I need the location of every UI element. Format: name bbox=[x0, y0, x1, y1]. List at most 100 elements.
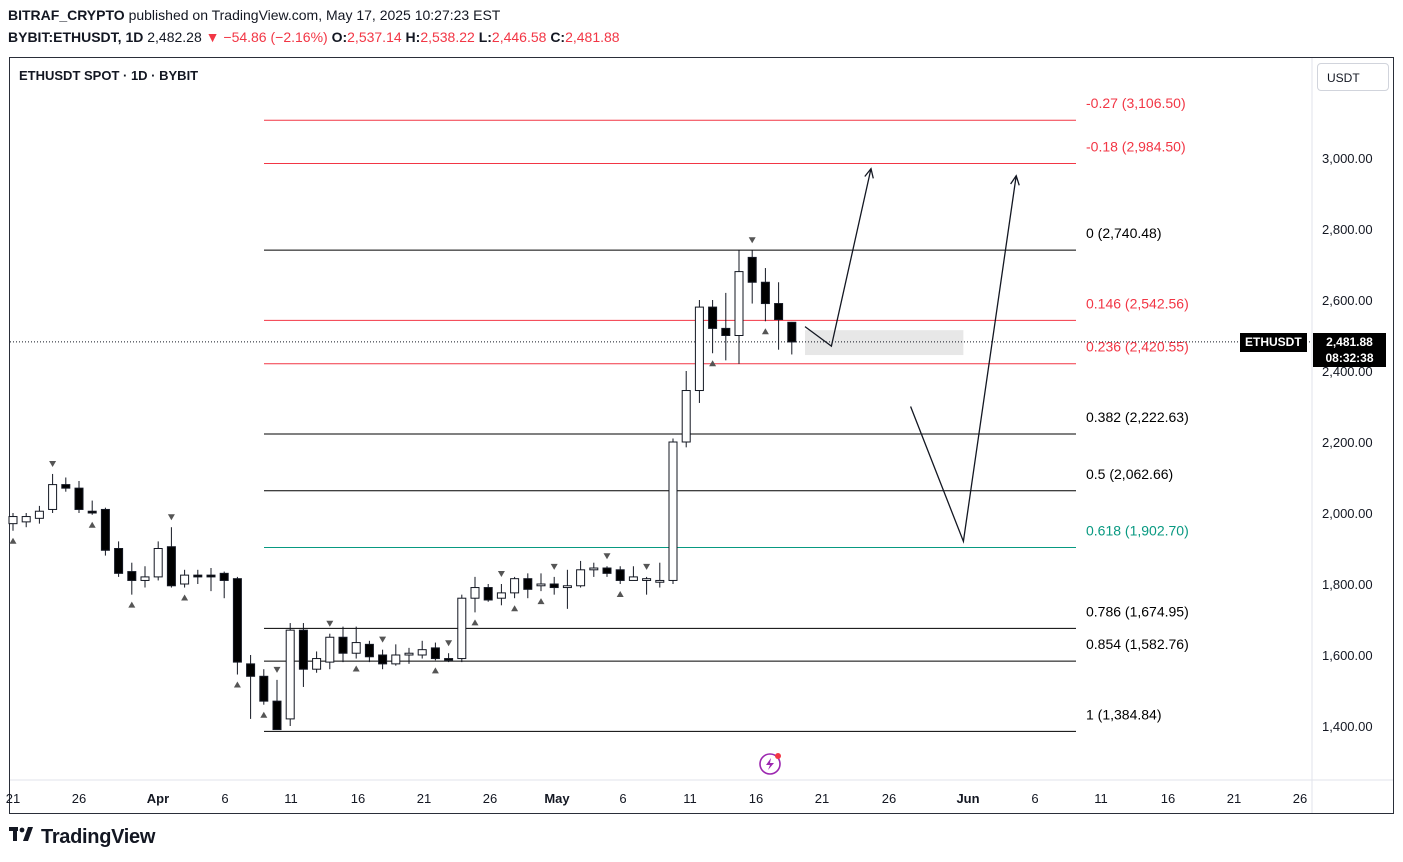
candle[interactable] bbox=[272, 700, 282, 731]
candle[interactable] bbox=[562, 585, 572, 589]
candle[interactable] bbox=[48, 484, 58, 510]
candle[interactable] bbox=[668, 441, 678, 581]
currency-button[interactable]: USDT bbox=[1317, 63, 1389, 91]
swing-high-marker bbox=[748, 237, 756, 244]
candle[interactable] bbox=[694, 306, 704, 392]
y-tick-label: 1,400.00 bbox=[1322, 719, 1373, 734]
fib-level-label: 0.5 (2,062.66) bbox=[1086, 466, 1173, 482]
author-name[interactable]: BITRAF_CRYPTO bbox=[8, 7, 125, 23]
x-tick-label: 26 bbox=[72, 791, 86, 806]
candle[interactable] bbox=[576, 569, 586, 587]
low-label: L: bbox=[478, 29, 492, 45]
swing-low-marker bbox=[9, 537, 17, 544]
x-tick-label: Jun bbox=[956, 791, 979, 806]
swing-high-marker bbox=[643, 563, 651, 570]
x-tick-label: 21 bbox=[1227, 791, 1241, 806]
candle[interactable] bbox=[153, 548, 163, 578]
candle[interactable] bbox=[232, 578, 242, 663]
candle[interactable] bbox=[470, 587, 480, 599]
candle[interactable] bbox=[61, 484, 71, 489]
candle[interactable] bbox=[364, 643, 374, 658]
candle[interactable] bbox=[708, 306, 718, 329]
candle[interactable] bbox=[430, 647, 440, 660]
candle[interactable] bbox=[602, 567, 612, 574]
candle[interactable] bbox=[483, 587, 493, 601]
candle[interactable] bbox=[734, 271, 744, 337]
candle[interactable] bbox=[246, 663, 256, 677]
events-bolt-icon[interactable] bbox=[759, 753, 781, 775]
candle[interactable] bbox=[391, 654, 401, 665]
candle[interactable] bbox=[285, 629, 295, 720]
publish-info: BITRAF_CRYPTO published on TradingView.c… bbox=[8, 7, 500, 23]
candle[interactable] bbox=[259, 675, 269, 702]
candle[interactable] bbox=[87, 510, 97, 514]
candle[interactable] bbox=[298, 629, 308, 670]
candle[interactable] bbox=[8, 516, 18, 525]
candle[interactable] bbox=[655, 579, 665, 583]
candle[interactable] bbox=[114, 548, 124, 574]
zone-highlight-box[interactable] bbox=[805, 330, 964, 356]
swing-high-marker bbox=[326, 620, 334, 627]
swing-low-marker bbox=[181, 594, 189, 601]
candle[interactable] bbox=[100, 508, 110, 551]
x-tick-label: May bbox=[544, 791, 570, 806]
candle[interactable] bbox=[206, 574, 216, 578]
x-tick-label: 21 bbox=[6, 791, 20, 806]
swing-high-marker bbox=[379, 636, 387, 643]
candle[interactable] bbox=[166, 546, 176, 587]
fib-level-label: -0.27 (3,106.50) bbox=[1086, 95, 1186, 111]
candle[interactable] bbox=[628, 576, 638, 581]
x-tick-label: 26 bbox=[882, 791, 896, 806]
candle[interactable] bbox=[642, 578, 652, 581]
candle[interactable] bbox=[404, 652, 414, 656]
short-path[interactable] bbox=[804, 168, 872, 348]
candle[interactable] bbox=[496, 592, 506, 599]
candle[interactable] bbox=[193, 574, 203, 578]
candle[interactable] bbox=[681, 390, 691, 443]
candle[interactable] bbox=[444, 658, 454, 661]
candle[interactable] bbox=[74, 487, 84, 510]
swing-low-marker bbox=[616, 591, 624, 597]
x-tick-label: 6 bbox=[619, 791, 626, 806]
candle[interactable] bbox=[774, 303, 784, 321]
x-tick-label: 11 bbox=[284, 791, 298, 806]
arrow-head bbox=[864, 167, 874, 179]
long-path[interactable] bbox=[909, 175, 1017, 544]
x-tick-label: Apr bbox=[147, 791, 169, 806]
candle[interactable] bbox=[510, 578, 520, 594]
x-tick-label: 6 bbox=[221, 791, 228, 806]
notification-dot bbox=[775, 753, 781, 759]
candle[interactable] bbox=[127, 571, 137, 581]
candle[interactable] bbox=[21, 516, 31, 523]
close-label: C: bbox=[550, 29, 566, 45]
candle[interactable] bbox=[787, 321, 797, 343]
candle[interactable] bbox=[760, 281, 770, 305]
candle[interactable] bbox=[549, 583, 559, 589]
candle[interactable] bbox=[615, 569, 625, 581]
high-value: 2,538.22 bbox=[420, 29, 475, 45]
candle[interactable] bbox=[219, 572, 229, 581]
tradingview-logo[interactable]: TradingView bbox=[9, 826, 155, 849]
candle[interactable] bbox=[523, 578, 533, 590]
candle[interactable] bbox=[417, 649, 427, 656]
candle[interactable] bbox=[721, 327, 731, 336]
chart-title: ETHUSDT SPOT · 1D · BYBIT bbox=[19, 68, 199, 83]
swing-low-marker bbox=[471, 619, 479, 626]
fib-level-label: 0.382 (2,222.63) bbox=[1086, 409, 1189, 425]
candle[interactable] bbox=[536, 583, 546, 587]
candle[interactable] bbox=[747, 256, 757, 283]
candle[interactable] bbox=[34, 510, 44, 519]
candle[interactable] bbox=[351, 642, 361, 654]
candle[interactable] bbox=[589, 567, 599, 571]
candle[interactable] bbox=[312, 658, 322, 670]
candle[interactable] bbox=[378, 654, 388, 665]
tradingview-logo-icon bbox=[9, 826, 35, 849]
symbol-label: BYBIT:ETHUSDT, 1D bbox=[8, 29, 144, 45]
candle[interactable] bbox=[140, 576, 150, 581]
candle[interactable] bbox=[180, 574, 190, 585]
candle[interactable] bbox=[457, 597, 467, 660]
candle[interactable] bbox=[325, 636, 335, 663]
brand-name: TradingView bbox=[41, 826, 156, 848]
candle[interactable] bbox=[338, 636, 348, 654]
